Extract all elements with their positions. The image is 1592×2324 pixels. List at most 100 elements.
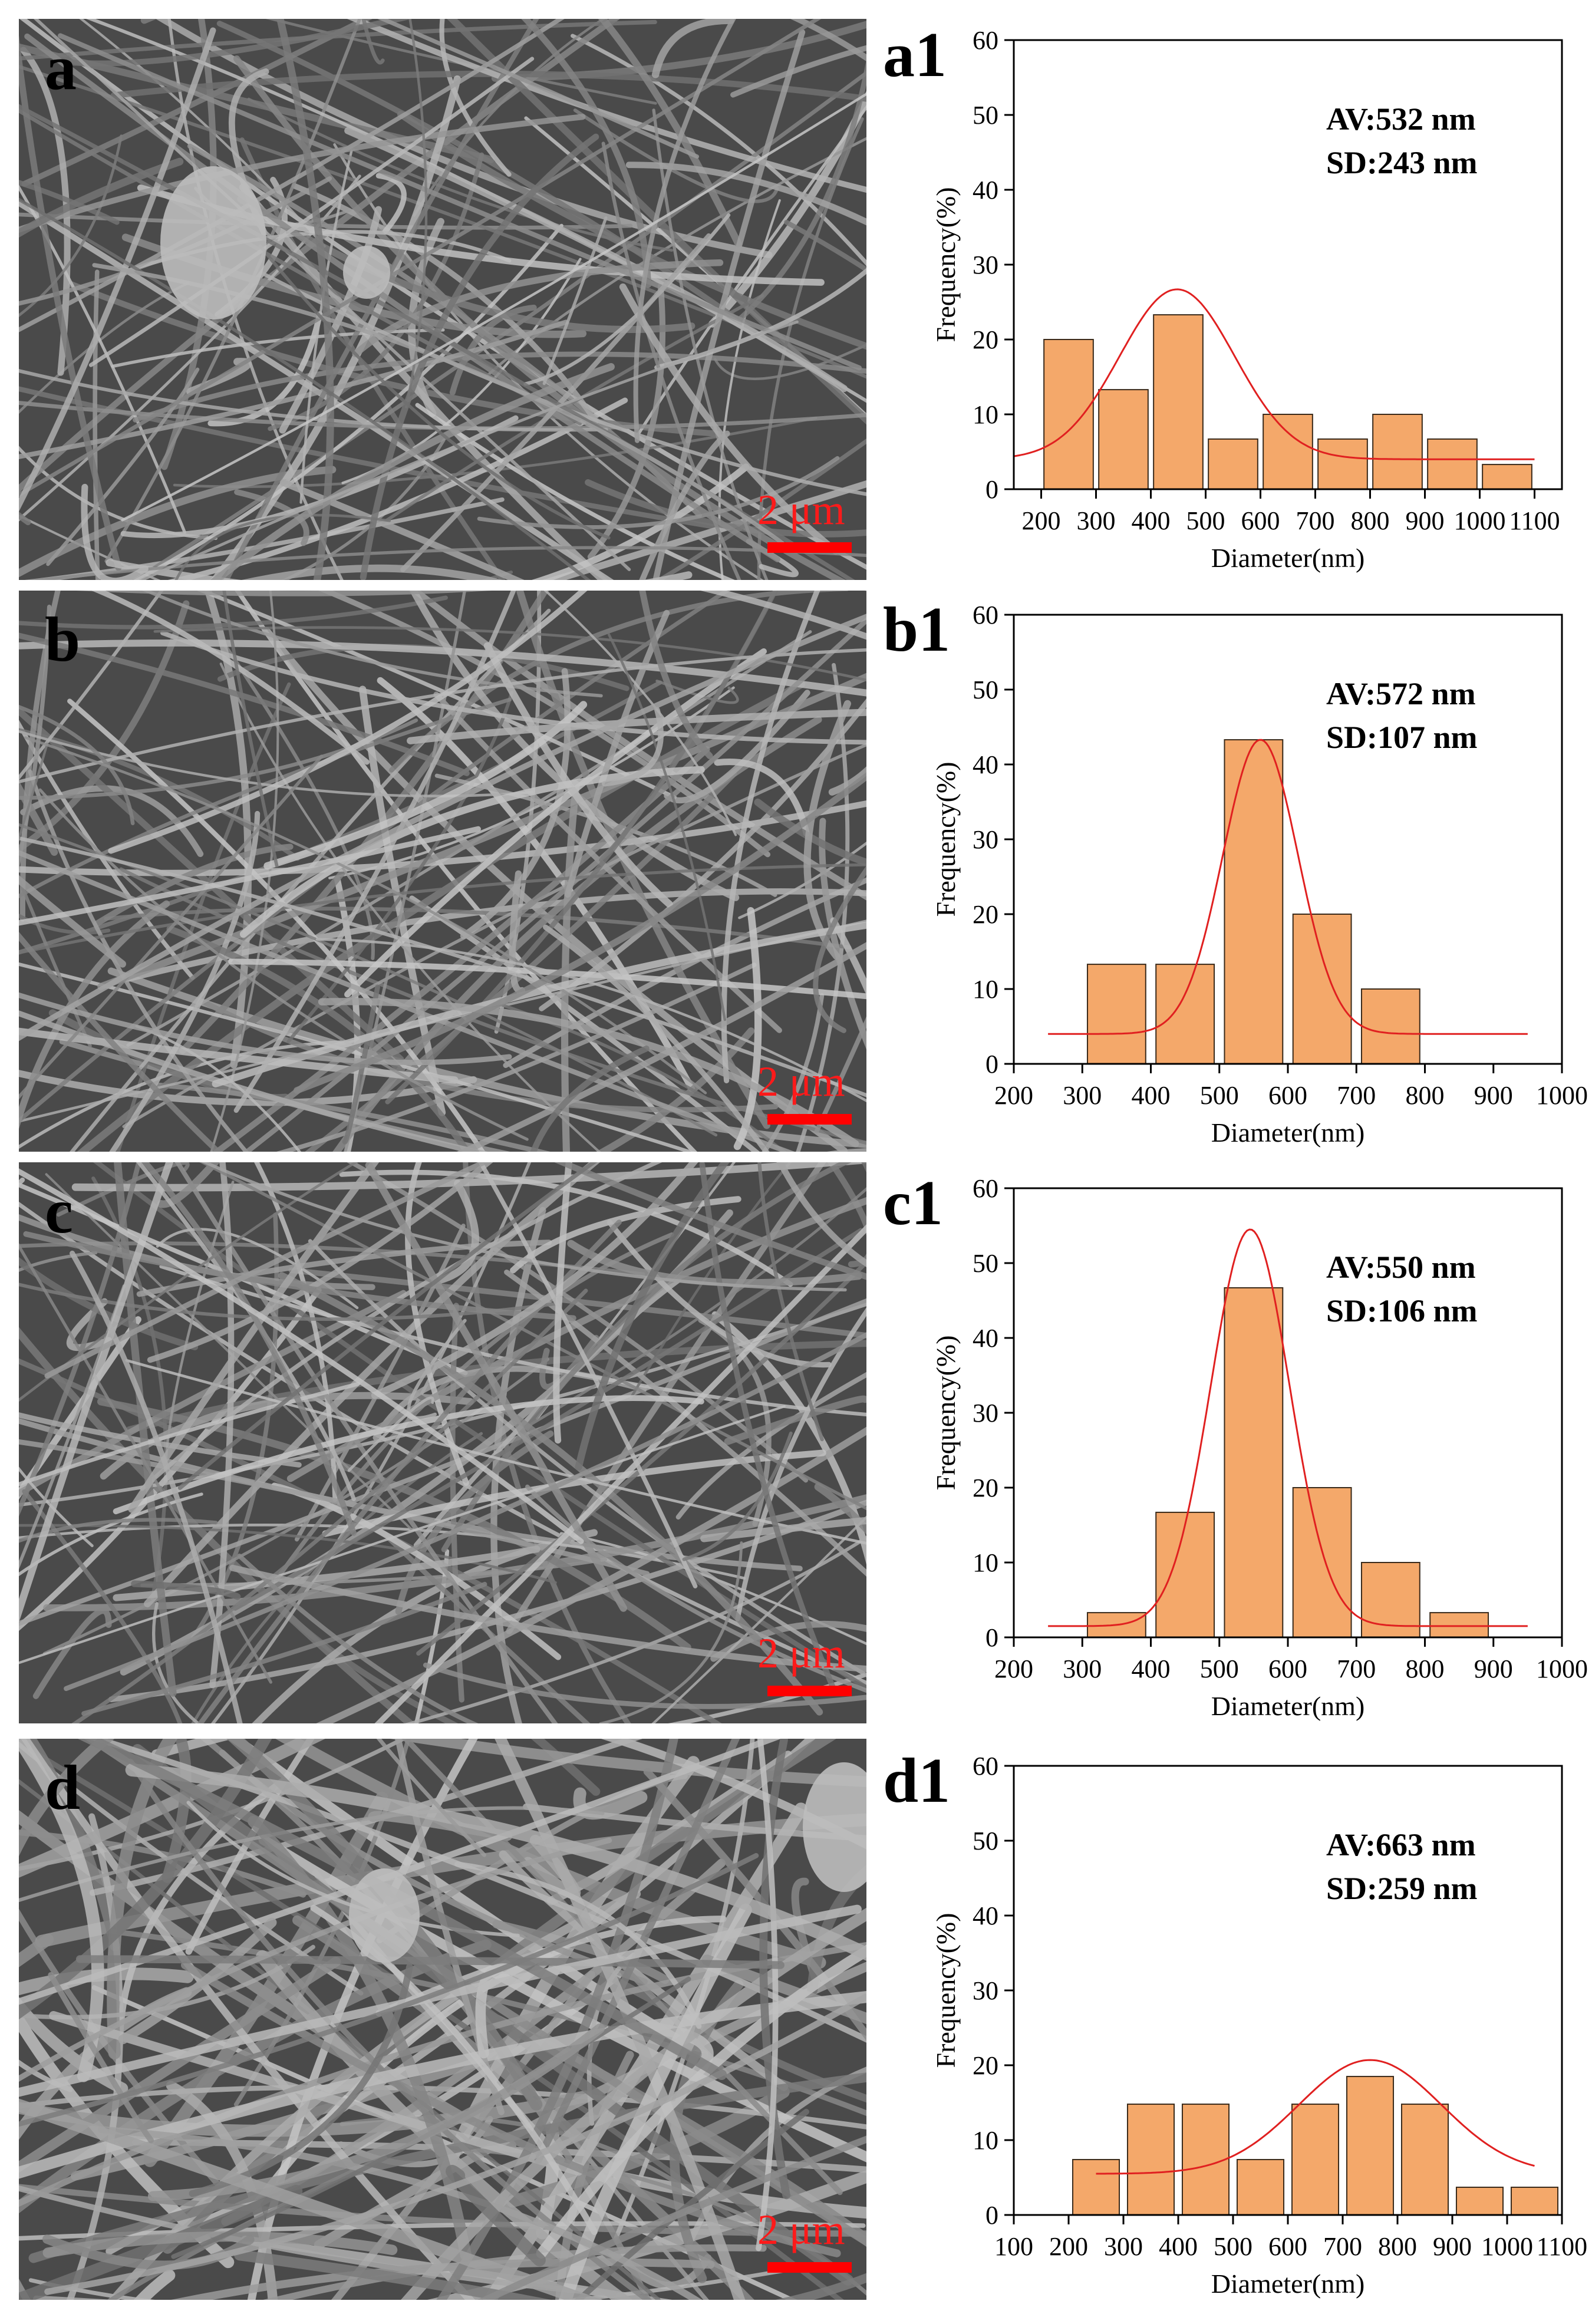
y-tick-label: 10 (973, 2126, 998, 2155)
x-tick-label: 300 (1063, 1654, 1102, 1683)
x-tick-label: 600 (1268, 1081, 1307, 1110)
y-tick-label: 10 (973, 400, 998, 429)
gaussian-fit-curve (1096, 2059, 1535, 2175)
panel-label-d: d (45, 1753, 81, 1823)
x-tick-label: 700 (1296, 506, 1335, 535)
fiber-network-image (19, 591, 866, 1152)
x-tick-label: 1100 (1509, 506, 1560, 535)
average-annotation: AV:572 nm (1326, 676, 1476, 711)
gaussian-fit-curve (1048, 1228, 1528, 1627)
y-axis-label: Frequency(%) (931, 187, 961, 342)
y-tick-label: 0 (985, 2201, 998, 2230)
sd-annotation: SD:259 nm (1326, 1871, 1478, 1906)
histogram-c1: 200 300 400 500 600 700 800 900 1000 0 10 20 30 40 50 6… (872, 1148, 1592, 1723)
x-tick-label: 800 (1378, 2232, 1417, 2261)
y-tick-label: 40 (973, 750, 998, 779)
x-tick-label: 1100 (1537, 2232, 1587, 2261)
histogram-bar (1400, 2104, 1449, 2216)
x-tick-label: 400 (1132, 1081, 1171, 1110)
histogram-bar (1291, 2104, 1340, 2216)
y-tick-label: 0 (985, 475, 998, 504)
plot-frame (1013, 1187, 1563, 1639)
histogram-bar (1263, 414, 1313, 490)
scale-bar (767, 1114, 852, 1125)
gaussian-fit-curve (1013, 288, 1535, 460)
histogram-b1: 200 300 400 500 600 700 800 900 1000 0 10 20 30 40 50 6… (872, 575, 1592, 1149)
x-tick-label: 900 (1474, 1081, 1513, 1110)
x-axis-label: Diameter(nm) (1211, 1691, 1365, 1721)
scale-bar (767, 542, 852, 553)
x-tick-label: 700 (1323, 2232, 1362, 2261)
histogram-bar (1224, 1287, 1284, 1639)
histogram-bar (1043, 339, 1094, 490)
histogram-d1: 100 200 300 400 500 600 700 800 900 1000 1100 0 10 20… (872, 1726, 1592, 2300)
y-tick-label: 20 (973, 325, 998, 354)
sem-image-c: c 2 μm (19, 1162, 866, 1723)
scale-bar-label: 2 μm (757, 1058, 845, 1105)
histogram-bar (1072, 2159, 1120, 2216)
histogram-bar (1292, 914, 1352, 1064)
histogram-plot: 200 300 400 500 600 700 800 900 1000 1100 0 10 20 30 4… (931, 26, 1563, 573)
scale-bar (767, 2262, 852, 2273)
x-tick-label: 300 (1104, 2232, 1143, 2261)
histogram-bar (1126, 2104, 1175, 2216)
x-tick-label: 400 (1132, 1654, 1171, 1683)
histogram-bar (1098, 389, 1149, 490)
x-tick-label: 300 (1063, 1081, 1102, 1110)
fiber-network-image (19, 19, 866, 580)
histogram-bar (1224, 739, 1284, 1064)
chart-label: d1 (883, 1746, 951, 1816)
x-tick-label: 600 (1268, 1654, 1307, 1683)
x-axis-label: Diameter(nm) (1211, 543, 1365, 573)
sd-annotation: SD:106 nm (1326, 1293, 1478, 1329)
x-tick-label: 1000 (1536, 1654, 1588, 1683)
panel-label-a: a (45, 33, 77, 103)
histogram-bar (1208, 438, 1258, 490)
x-axis-label: Diameter(nm) (1211, 1118, 1365, 1148)
y-axis-label: Frequency(%) (931, 1335, 961, 1490)
x-tick-label: 600 (1268, 2232, 1307, 2261)
scale-bar-label: 2 μm (757, 486, 845, 533)
y-tick-label: 40 (973, 176, 998, 205)
x-tick-label: 200 (994, 1081, 1033, 1110)
average-annotation: AV:550 nm (1326, 1250, 1476, 1285)
x-tick-label: 400 (1159, 2232, 1198, 2261)
histogram-bar (1153, 314, 1204, 490)
histogram-plot: 100 200 300 400 500 600 700 800 900 1000 1100 0 10 20… (931, 1752, 1587, 2299)
y-tick-label: 40 (973, 1324, 998, 1353)
x-tick-label: 1000 (1481, 2232, 1533, 2261)
y-tick-label: 40 (973, 1901, 998, 1930)
sd-annotation: SD:243 nm (1326, 145, 1478, 180)
histogram-bar (1155, 1511, 1215, 1638)
histogram-plot: 200 300 400 500 600 700 800 900 1000 0 10 20 30 40 50 6… (931, 1174, 1588, 1721)
x-tick-label: 500 (1214, 2232, 1252, 2261)
histogram-bar (1346, 2076, 1395, 2216)
y-tick-label: 60 (973, 601, 998, 629)
y-tick-label: 30 (973, 1976, 998, 2005)
y-axis-label: Frequency(%) (931, 1913, 961, 2068)
scale-bar-label: 2 μm (757, 2206, 845, 2253)
x-axis-label: Diameter(nm) (1211, 2269, 1365, 2299)
average-annotation: AV:532 nm (1326, 101, 1476, 137)
x-tick-label: 1000 (1536, 1081, 1588, 1110)
histogram-bar (1372, 414, 1423, 490)
x-tick-label: 100 (994, 2232, 1033, 2261)
fiber-network-image (19, 1162, 866, 1723)
average-annotation: AV:663 nm (1326, 1827, 1476, 1863)
y-tick-label: 10 (973, 1548, 998, 1577)
histogram-bar (1455, 2187, 1504, 2216)
histogram-bar (1429, 1612, 1489, 1639)
histogram-bar (1086, 964, 1146, 1065)
histogram-bar (1317, 438, 1368, 490)
histogram-a1: 200 300 400 500 600 700 800 900 1000 1100 0 10 20 30 4… (872, 0, 1592, 575)
sd-annotation: SD:107 nm (1326, 720, 1478, 755)
x-tick-label: 200 (1022, 506, 1061, 535)
x-tick-label: 200 (1049, 2232, 1088, 2261)
y-tick-label: 60 (973, 1752, 998, 1781)
scale-bar (767, 1686, 852, 1696)
y-tick-label: 60 (973, 26, 998, 55)
fiber-network-image (19, 1739, 866, 2300)
histogram-bar (1292, 1487, 1352, 1638)
x-tick-label: 400 (1132, 506, 1171, 535)
x-tick-label: 900 (1474, 1654, 1513, 1683)
